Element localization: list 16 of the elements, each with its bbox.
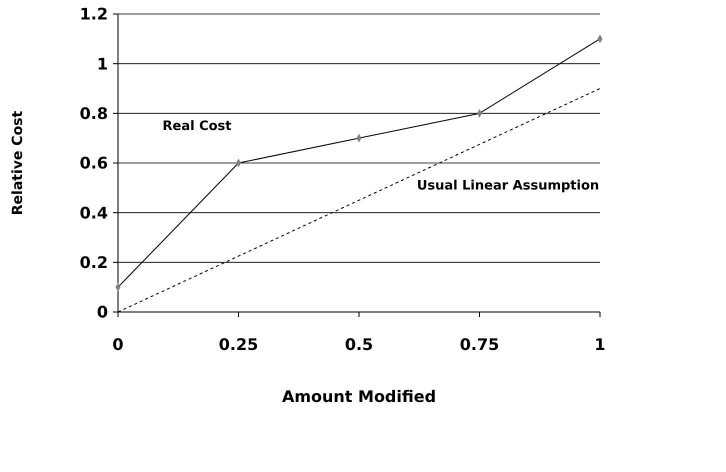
x-tick-label: 0.5 (344, 335, 374, 354)
series-label: Real Cost (162, 119, 232, 134)
x-tick-label: 0 (112, 335, 124, 354)
y-tick-label: 0 (96, 302, 108, 322)
y-tick-label: 1.2 (80, 4, 108, 24)
y-axis-title: Relative Cost (10, 110, 26, 216)
x-axis-title: Amount Modified (282, 387, 436, 406)
y-tick-label: 0.4 (80, 203, 108, 222)
y-tick-label: 0.8 (80, 104, 108, 123)
x-tick-label: 1 (594, 335, 606, 354)
y-tick-label: 0.2 (80, 252, 108, 272)
y-tick-label: 1 (96, 54, 108, 74)
series-label: Usual Linear Assumption (416, 178, 600, 194)
y-tick-label: 0.6 (80, 154, 108, 173)
x-tick-label: 0.75 (460, 335, 500, 354)
x-tick-label: 0.25 (218, 335, 258, 354)
